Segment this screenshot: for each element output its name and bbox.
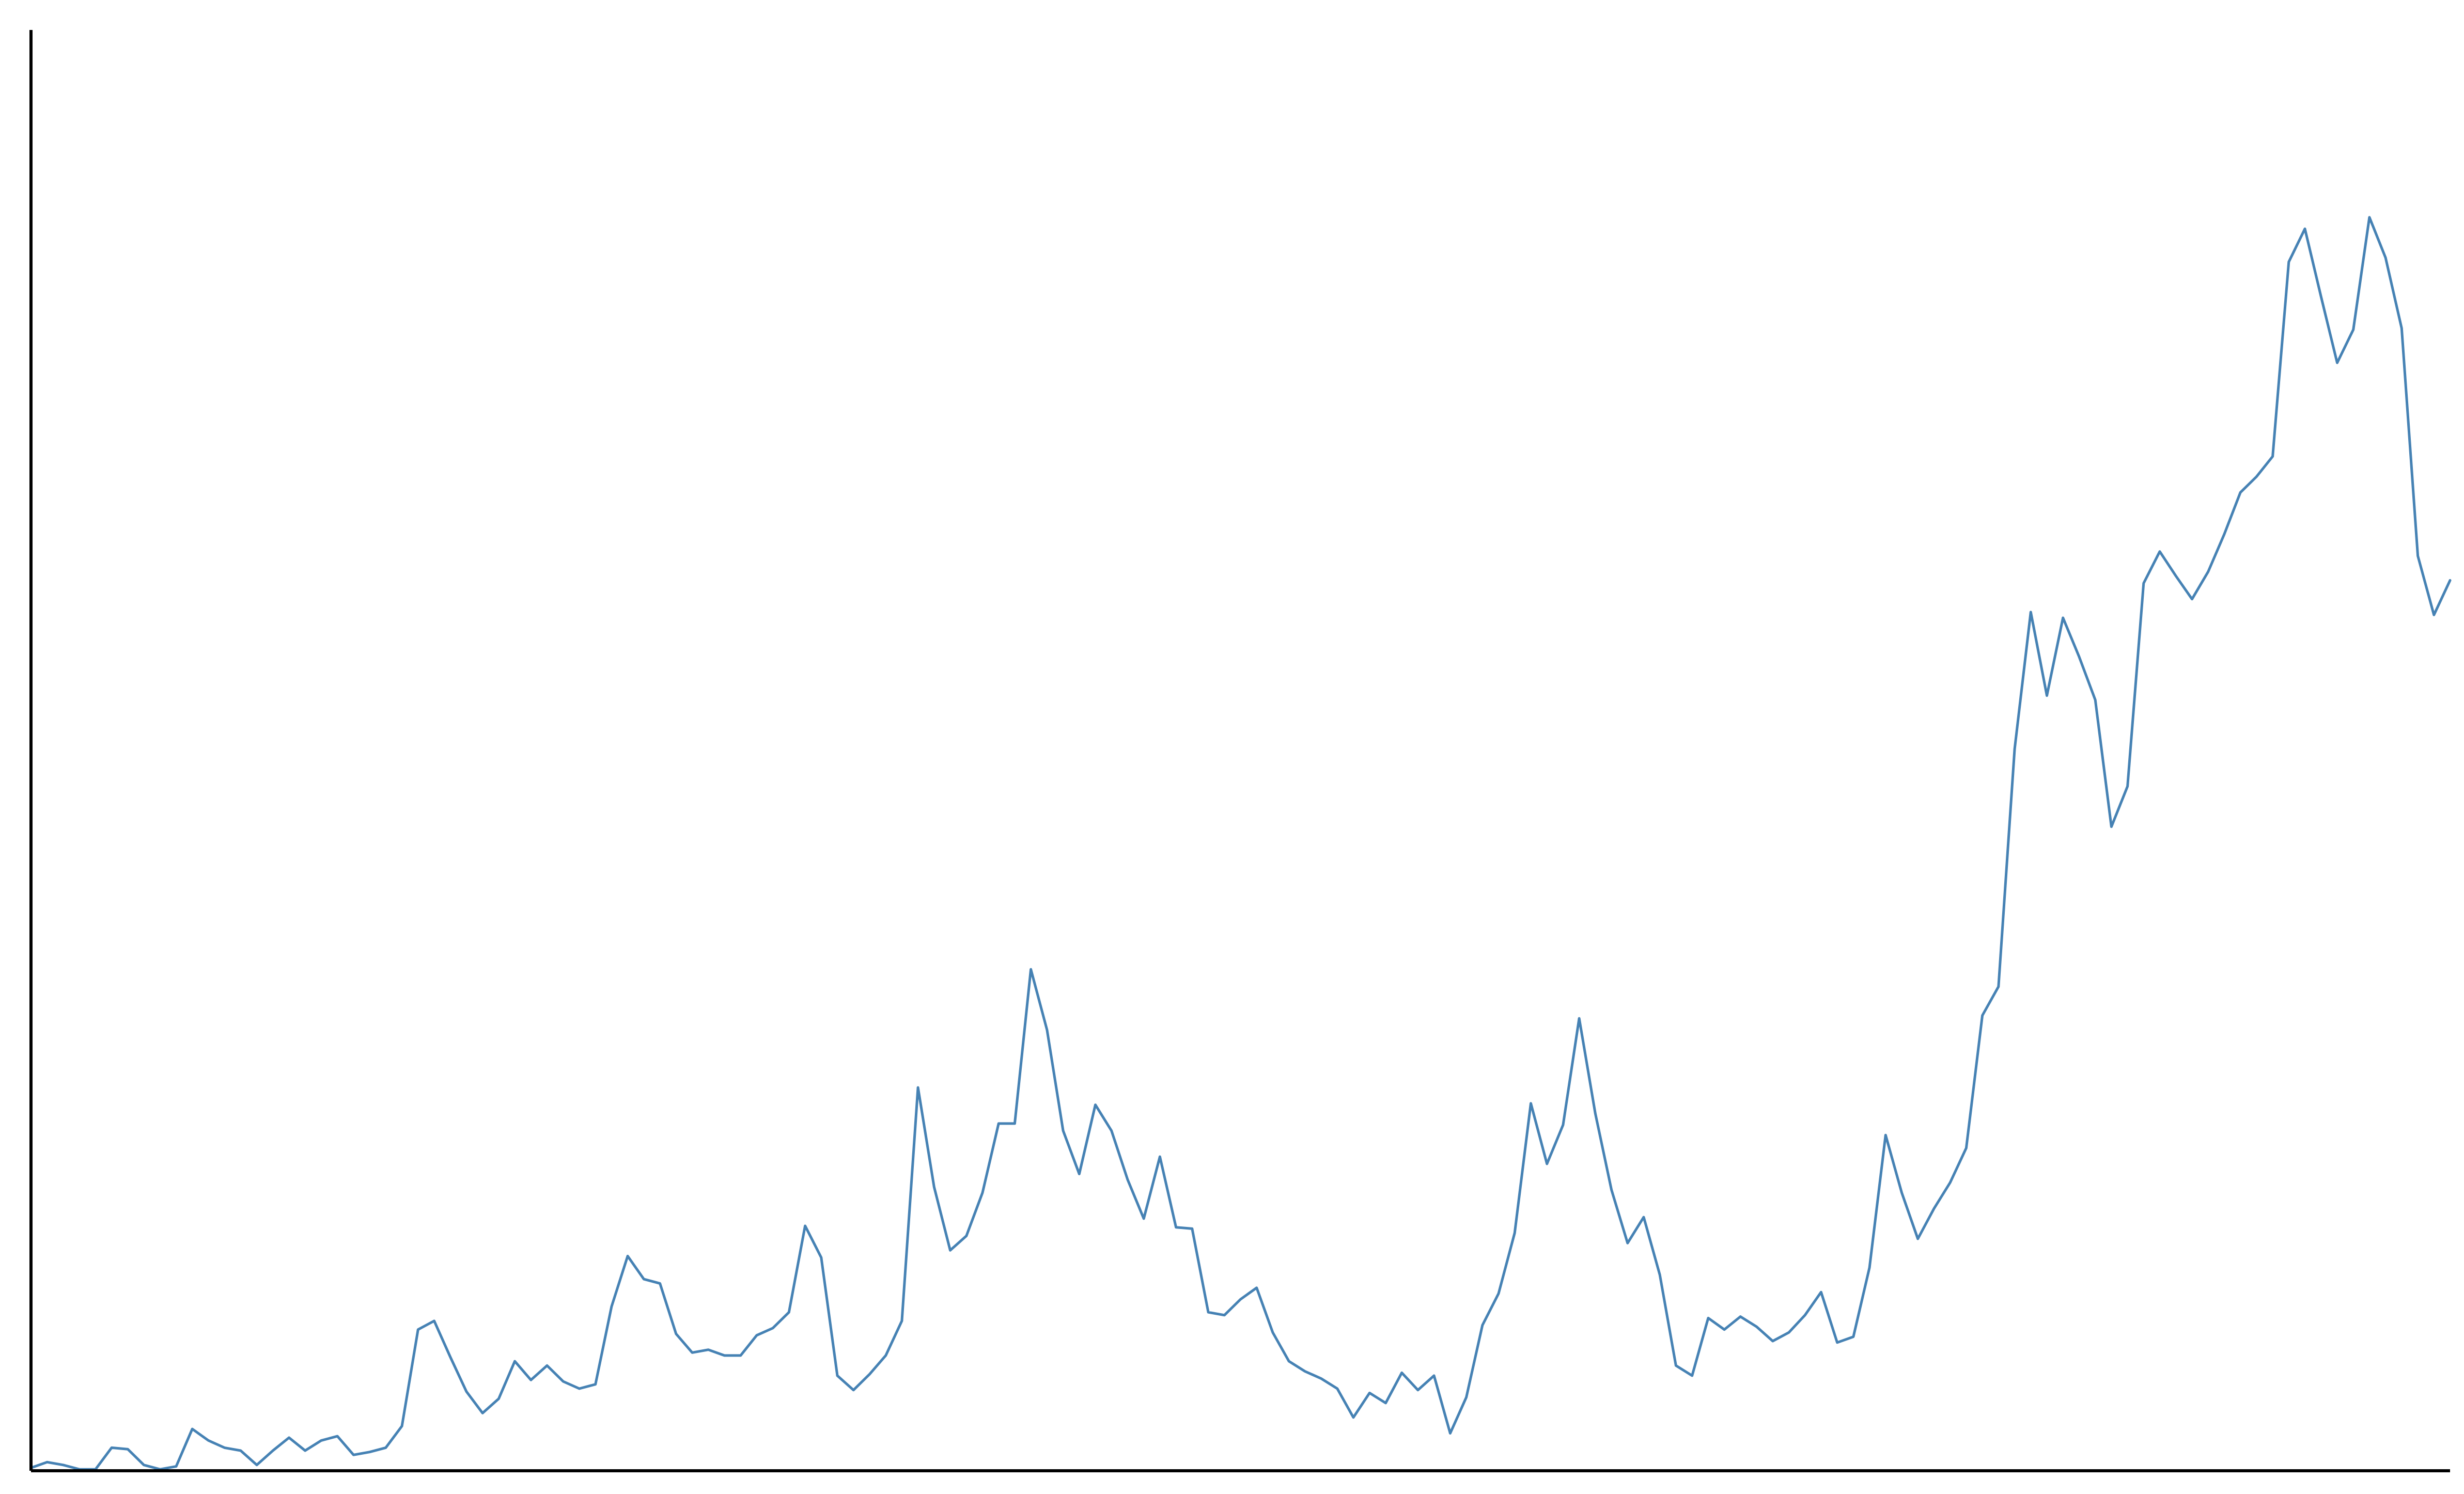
- chart-marks: [29, 216, 2452, 1471]
- series-line-1: [29, 216, 2452, 1471]
